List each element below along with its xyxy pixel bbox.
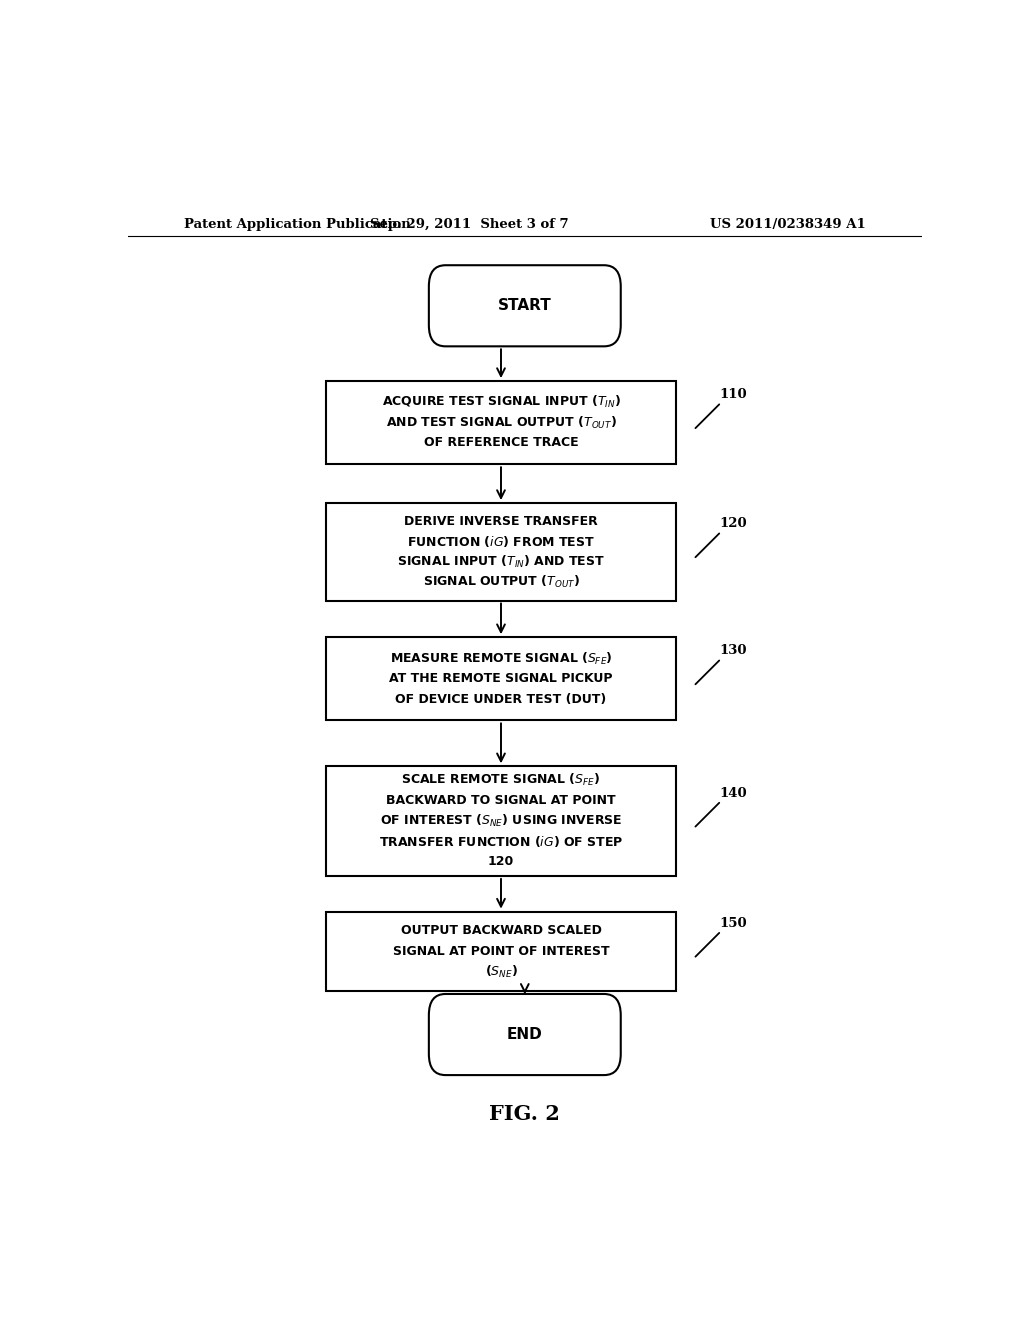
Text: OF REFERENCE TRACE: OF REFERENCE TRACE xyxy=(424,437,579,450)
Bar xyxy=(327,638,676,721)
Text: TRANSFER FUNCTION ($\mathit{iG}$) OF STEP: TRANSFER FUNCTION ($\mathit{iG}$) OF STE… xyxy=(379,834,624,849)
FancyBboxPatch shape xyxy=(429,994,621,1074)
Bar xyxy=(327,381,676,465)
Bar xyxy=(327,503,676,601)
Text: 140: 140 xyxy=(719,787,746,800)
Text: ($\mathit{S}_{NE}$): ($\mathit{S}_{NE}$) xyxy=(484,964,517,979)
Text: AND TEST SIGNAL OUTPUT ($\mathit{T}_{OUT}$): AND TEST SIGNAL OUTPUT ($\mathit{T}_{OUT… xyxy=(386,414,616,430)
Text: 120: 120 xyxy=(487,855,514,869)
Text: 110: 110 xyxy=(719,388,746,401)
Bar xyxy=(327,766,676,876)
Bar xyxy=(327,912,676,991)
Text: BACKWARD TO SIGNAL AT POINT: BACKWARD TO SIGNAL AT POINT xyxy=(386,795,615,808)
Text: DERIVE INVERSE TRANSFER: DERIVE INVERSE TRANSFER xyxy=(404,515,598,528)
Text: FIG. 2: FIG. 2 xyxy=(489,1104,560,1123)
Text: END: END xyxy=(507,1027,543,1041)
Text: OF INTEREST ($\mathit{S}_{NE}$) USING INVERSE: OF INTEREST ($\mathit{S}_{NE}$) USING IN… xyxy=(380,813,623,829)
Text: OUTPUT BACKWARD SCALED: OUTPUT BACKWARD SCALED xyxy=(400,924,601,937)
Text: SIGNAL OUTPUT ($\mathit{T}_{OUT}$): SIGNAL OUTPUT ($\mathit{T}_{OUT}$) xyxy=(423,574,580,590)
FancyBboxPatch shape xyxy=(429,265,621,346)
Text: ACQUIRE TEST SIGNAL INPUT ($\mathit{T}_{IN}$): ACQUIRE TEST SIGNAL INPUT ($\mathit{T}_{… xyxy=(382,395,621,411)
Text: AT THE REMOTE SIGNAL PICKUP: AT THE REMOTE SIGNAL PICKUP xyxy=(389,672,612,685)
Text: FUNCTION ($\mathit{iG}$) FROM TEST: FUNCTION ($\mathit{iG}$) FROM TEST xyxy=(407,535,595,549)
Text: SIGNAL INPUT ($\mathit{T}_{IN}$) AND TEST: SIGNAL INPUT ($\mathit{T}_{IN}$) AND TES… xyxy=(397,554,605,570)
Text: 130: 130 xyxy=(719,644,746,657)
Text: Patent Application Publication: Patent Application Publication xyxy=(183,219,411,231)
Text: OF DEVICE UNDER TEST (DUT): OF DEVICE UNDER TEST (DUT) xyxy=(395,693,606,706)
Text: 120: 120 xyxy=(719,517,746,531)
Text: SCALE REMOTE SIGNAL ($\mathit{S}_{FE}$): SCALE REMOTE SIGNAL ($\mathit{S}_{FE}$) xyxy=(401,772,600,788)
Text: 150: 150 xyxy=(719,917,746,929)
Text: START: START xyxy=(498,298,552,313)
Text: SIGNAL AT POINT OF INTEREST: SIGNAL AT POINT OF INTEREST xyxy=(392,945,609,958)
Text: Sep. 29, 2011  Sheet 3 of 7: Sep. 29, 2011 Sheet 3 of 7 xyxy=(370,219,568,231)
Text: MEASURE REMOTE SIGNAL ($\mathit{S}_{FE}$): MEASURE REMOTE SIGNAL ($\mathit{S}_{FE}$… xyxy=(390,651,612,667)
Text: US 2011/0238349 A1: US 2011/0238349 A1 xyxy=(711,219,866,231)
